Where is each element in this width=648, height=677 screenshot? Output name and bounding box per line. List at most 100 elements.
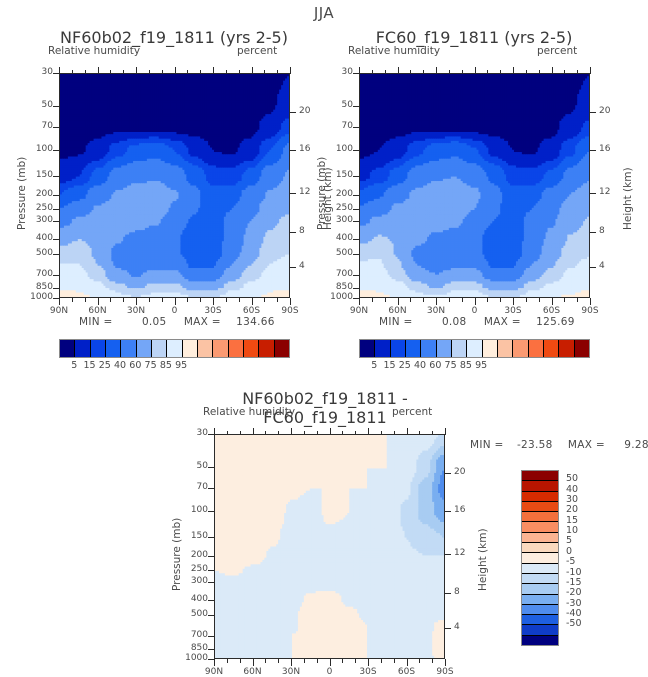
colorbar-tick-label: 85 [454, 360, 478, 371]
panel-diff-xtick-label: 60S [389, 667, 425, 677]
panel-left-ytick-label: 200 [15, 189, 53, 199]
panel-right-xtick [372, 298, 374, 302]
panel-right-y2tick-label: 16 [599, 144, 621, 154]
panel-diff-ytick-label: 150 [170, 531, 208, 541]
panel-left-xtick-top [72, 70, 74, 74]
panel-right-xtick-top [372, 70, 374, 74]
panel-right-ytick [353, 298, 359, 300]
panel-left-xtick [226, 298, 228, 302]
colorbar-cell [182, 340, 198, 357]
panel-right-ytick-label: 100 [315, 144, 353, 154]
panel-right-minmax: MIN = 0.08 MAX = 125.69 [379, 316, 575, 328]
panel-right-ytick [353, 239, 359, 241]
panel-diff-xtick [330, 659, 332, 666]
panel-left-y2tick-label: 12 [299, 187, 321, 197]
panel-diff-ytick [208, 434, 214, 436]
colorbar-cell [75, 340, 91, 357]
panel-diff-xtick-label: 30N [273, 667, 309, 677]
panel-right-xtick-top [475, 67, 477, 74]
panel-diff-xtick [265, 659, 267, 663]
panel-left-xtick-top [277, 70, 279, 74]
panel-left-xtick [85, 298, 87, 302]
panel-left-ytick-label: 500 [15, 248, 53, 258]
panel-right-ytick [353, 106, 359, 108]
panel-left-xtick-label: 90N [41, 306, 77, 316]
panel-right-ytick [353, 176, 359, 178]
panel-diff-ytick [208, 488, 214, 490]
plot-area-diff[interactable] [214, 434, 445, 659]
panel-right-y2tick [590, 150, 596, 152]
panel-left-xtick [59, 298, 61, 305]
panel-left-ytick [53, 221, 59, 223]
panel-left-ytick [53, 239, 59, 241]
colorbar-cell [482, 340, 498, 357]
panel-left-xtick-top [213, 67, 215, 74]
panel-diff-ytick [208, 570, 214, 572]
panel-diff-xtick-top [227, 431, 229, 435]
panel-diff-ytick [208, 600, 214, 602]
colorbar-tick-label: -20 [566, 587, 600, 598]
colorbar-cell [451, 340, 468, 357]
panel-left-subtitle-units: percent [237, 45, 277, 57]
colorbar-tick-label: 0 [566, 546, 600, 557]
colorbar-diff[interactable] [521, 470, 559, 646]
panel-right-ytick-label: 50 [315, 100, 353, 110]
panel-right-xtick [590, 298, 592, 305]
panel-left-ytick-label: 100 [15, 144, 53, 154]
panel-right-ytick-label: 250 [315, 203, 353, 213]
colorbar-cell [136, 340, 152, 357]
panel-right-xtick [500, 298, 502, 302]
colorbar-cell [60, 340, 76, 357]
panel-diff-xtick [419, 659, 421, 663]
panel-diff-xtick-top [432, 431, 434, 435]
panel-right-xtick-top [526, 70, 528, 74]
panel-right-ylabel-right: Height (km) [622, 167, 634, 230]
panel-right-ytick-label: 1000 [315, 292, 353, 302]
colorbar-left[interactable] [59, 339, 290, 358]
panel-left-xtick-top [136, 67, 138, 74]
panel-diff-y2tick [445, 628, 451, 630]
plot-area-right[interactable] [359, 73, 590, 298]
panel-left-ytick [53, 209, 59, 211]
panel-right-xtick [487, 298, 489, 302]
panel-diff-xtick-label: 0 [312, 667, 348, 677]
panel-left-max-label: MAX = [184, 316, 221, 328]
panel-diff-xtick [291, 659, 293, 666]
plot-area-left[interactable] [59, 73, 290, 298]
panel-diff-xtick [240, 659, 242, 663]
panel-right-ytick-label: 850 [315, 282, 353, 292]
panel-diff-y2tick-label: 20 [454, 467, 476, 477]
colorbar-cell [213, 340, 229, 357]
colorbar-cell [522, 625, 558, 636]
panel-left-ytick-label: 400 [15, 233, 53, 243]
panel-diff-ytick-label: 50 [170, 461, 208, 471]
panel-diff-ytick-label: 200 [170, 550, 208, 560]
panel-right-xtick [475, 298, 477, 305]
panel-left-ytick [53, 254, 59, 256]
panel-left-ytick-label: 150 [15, 170, 53, 180]
panel-diff-ytick [208, 615, 214, 617]
colorbar-cell [405, 340, 422, 357]
panel-left-min-value: 0.05 [142, 316, 167, 328]
panel-left-xtick [162, 298, 164, 302]
panel-diff-xtick [342, 659, 344, 663]
colorbar-tick-label: 30 [566, 494, 600, 505]
panel-diff-ytick [208, 467, 214, 469]
panel-left-ytick-label: 850 [15, 282, 53, 292]
panel-left-xtick-label: 60S [234, 306, 270, 316]
colorbar-tick-label: -50 [566, 618, 600, 629]
panel-right-y2tick [590, 267, 596, 269]
colorbar-right[interactable] [359, 339, 590, 358]
contour-field [360, 74, 589, 297]
panel-right-xtick [513, 298, 515, 305]
panel-diff-subtitle-variable: Relative humidity [203, 406, 295, 418]
panel-left-xtick [213, 298, 215, 305]
panel-right-xtick-top [487, 70, 489, 74]
colorbar-cell [467, 340, 483, 357]
panel-diff-ytick-label: 70 [170, 482, 208, 492]
panel-left-xtick-top [290, 67, 292, 74]
panel-right-ytick [353, 254, 359, 256]
panel-right-xtick-top [385, 70, 387, 74]
panel-right-xtick [526, 298, 528, 302]
panel-left-xtick [149, 298, 151, 302]
